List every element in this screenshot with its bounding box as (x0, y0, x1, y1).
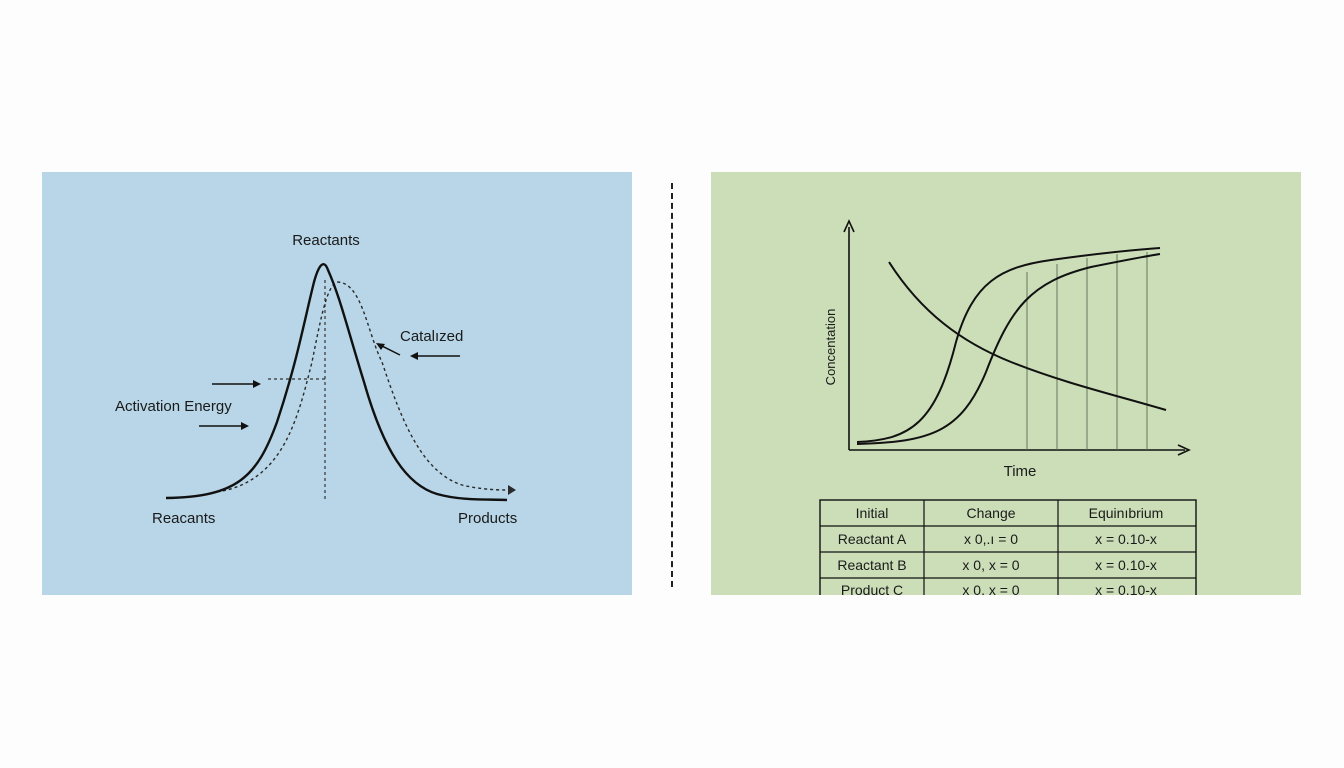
activation-arrow-lower-head (241, 422, 249, 430)
product-concentration-curve-1 (856, 247, 1161, 443)
ice-row-label: Reactant B (837, 557, 906, 573)
ice-cell-change: x 0, x = 0 (962, 582, 1019, 595)
uncatalyzed-curve (165, 263, 508, 502)
y-axis-label: Concentation (823, 309, 838, 386)
energy-diagram-svg: Reactants Catalızed Activation Energy Re… (42, 172, 632, 595)
catalyzed-arrow-upper (379, 344, 401, 356)
ice-header-change: Change (966, 505, 1015, 521)
energy-diagram-panel: Reactants Catalızed Activation Energy Re… (42, 172, 632, 595)
ice-cell-equilibrium: x = 0.10-x (1095, 531, 1157, 547)
ice-row-label: Product C (841, 582, 903, 595)
x-axis-arrowhead (1177, 444, 1191, 456)
reactant-concentration-curve (888, 261, 1167, 411)
ice-cell-equilibrium: x = 0.10-x (1095, 582, 1157, 595)
ice-cell-change: x 0, x = 0 (962, 557, 1019, 573)
catalyzed-curve (216, 281, 508, 493)
activation-arrow-upper-head (253, 380, 261, 388)
products-label: Products (458, 510, 517, 527)
peak-label: Reactants (292, 232, 360, 249)
equilibrium-background (711, 172, 1301, 595)
y-axis-arrowhead (843, 219, 855, 233)
ice-row-label: Reactant A (838, 531, 907, 547)
reactants-label: Reacants (152, 510, 215, 527)
catalyzed-arrow-upper-head (376, 343, 385, 350)
energy-diagram-background (42, 172, 632, 595)
ice-header-initial: Initial (856, 505, 889, 521)
catalyzed-arrow-lower-head (410, 352, 418, 360)
catalyzed-curve-arrowhead (508, 485, 516, 495)
ice-header-equilibrium: Equinıbrium (1089, 505, 1164, 521)
ice-cell-change: x 0,.ı = 0 (964, 531, 1018, 547)
product-concentration-curve-2 (856, 253, 1161, 445)
equilibrium-panel: Concentation Time Initial Change Equinıb… (711, 172, 1301, 595)
ice-cell-equilibrium: x = 0.10-x (1095, 557, 1157, 573)
ice-table-border (819, 499, 1197, 595)
panel-divider (671, 183, 673, 587)
activation-energy-label: Activation Energy (115, 398, 232, 415)
equilibrium-svg: Concentation Time Initial Change Equinıb… (711, 172, 1301, 595)
x-axis-label: Time (1004, 463, 1037, 480)
ice-table: Initial Change Equinıbrium Reactant A x … (819, 499, 1197, 595)
catalyzed-label: Catalızed (400, 328, 463, 345)
